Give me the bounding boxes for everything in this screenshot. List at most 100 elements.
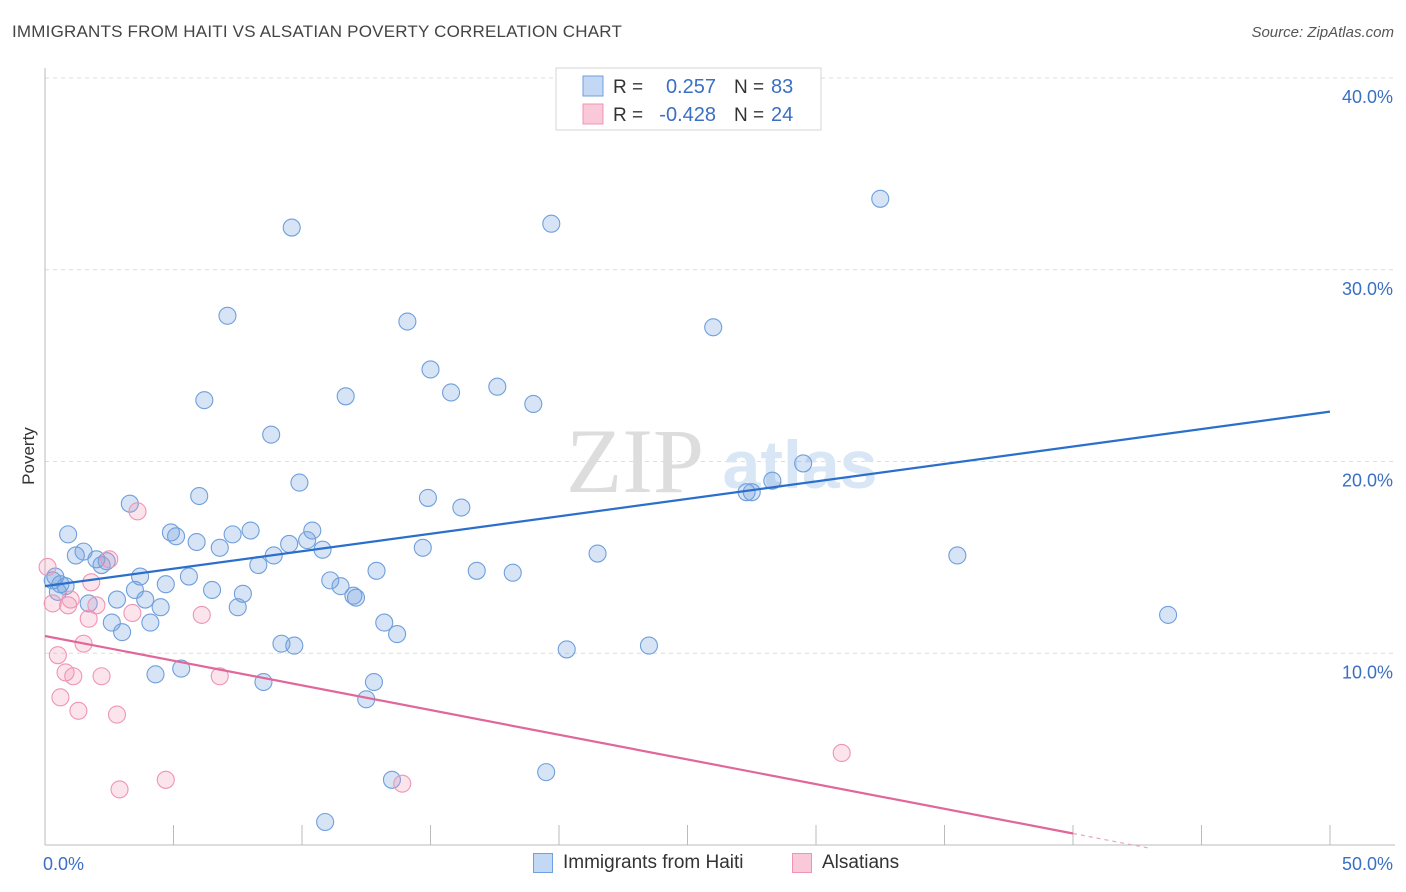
point-haiti — [233, 584, 252, 603]
point-haiti — [542, 214, 561, 233]
point-haiti — [388, 625, 407, 644]
point-alsatians — [100, 550, 119, 569]
point-haiti — [141, 613, 160, 632]
point-haiti — [344, 586, 363, 605]
point-haiti — [537, 763, 556, 782]
point-haiti — [336, 387, 355, 406]
point-haiti — [421, 360, 440, 379]
legend-n-label: N = — [734, 105, 764, 126]
point-haiti — [331, 577, 350, 596]
legend-r-value: -0.428 — [659, 104, 716, 126]
point-haiti — [316, 812, 335, 832]
point-haiti — [871, 189, 890, 208]
point-alsatians — [64, 667, 83, 686]
point-haiti — [187, 532, 206, 552]
y-tick-label: 30.0% — [1342, 279, 1393, 299]
trend-lines — [44, 410, 1331, 849]
legend-n-label: N = — [734, 77, 764, 98]
point-haiti — [467, 561, 486, 580]
y-tick-labels: 10.0% 20.0% 30.0% 40.0% — [1342, 87, 1393, 682]
point-haiti — [228, 598, 247, 617]
legend-swatch-alsatians — [792, 853, 812, 873]
legend-swatch — [582, 103, 604, 125]
legend-swatch-haiti — [533, 853, 553, 873]
point-haiti — [303, 521, 322, 540]
point-haiti — [195, 391, 214, 410]
point-alsatians — [107, 705, 127, 724]
legend-item-alsatians: Alsatians — [792, 852, 899, 874]
correlation-legend: R = 0.257 N = 83 R = -0.428 N = 24 — [555, 67, 822, 131]
trend-line-alsatians — [44, 634, 1074, 835]
point-haiti — [282, 218, 301, 237]
watermark-zip: ZIP — [566, 410, 704, 512]
point-haiti — [156, 575, 175, 594]
point-haiti — [524, 394, 543, 414]
point-haiti — [146, 665, 165, 684]
point-haiti — [1159, 605, 1178, 624]
point-alsatians — [110, 780, 129, 799]
legend-r-label: R = — [613, 105, 643, 126]
point-alsatians — [61, 590, 80, 609]
point-haiti — [418, 488, 437, 507]
point-haiti — [588, 544, 607, 563]
point-haiti — [59, 525, 78, 544]
legend-n-value: 83 — [771, 76, 793, 98]
point-haiti — [136, 590, 155, 609]
point-haiti — [262, 425, 281, 444]
point-alsatians — [832, 743, 851, 763]
point-haiti — [107, 590, 127, 609]
point-alsatians — [79, 609, 98, 628]
point-haiti — [241, 521, 260, 540]
point-alsatians — [210, 667, 229, 686]
point-haiti — [321, 571, 340, 590]
x-tick-label-max: 50.0% — [1342, 854, 1393, 874]
point-haiti — [120, 494, 139, 513]
point-haiti — [298, 531, 317, 550]
point-haiti — [452, 498, 471, 517]
point-haiti — [639, 636, 659, 655]
point-alsatians — [123, 603, 142, 623]
gridlines — [45, 77, 1395, 654]
point-haiti — [218, 306, 237, 325]
point-haiti — [413, 538, 432, 557]
legend-swatch — [582, 75, 604, 97]
point-haiti — [367, 561, 386, 580]
point-haiti — [113, 623, 132, 642]
point-haiti — [375, 613, 394, 632]
y-tick-label: 40.0% — [1342, 87, 1393, 107]
y-tick-label: 20.0% — [1342, 471, 1393, 491]
point-haiti — [203, 580, 222, 600]
point-haiti — [280, 534, 299, 554]
legend-n-value: 24 — [771, 104, 793, 126]
point-alsatians — [69, 701, 88, 720]
point-haiti — [763, 471, 782, 490]
point-haiti — [398, 312, 417, 331]
point-haiti — [97, 552, 116, 571]
point-alsatians — [51, 688, 70, 707]
chart-title: IMMIGRANTS FROM HAITI VS ALSATIAN POVERT… — [12, 22, 623, 41]
point-haiti — [346, 588, 366, 607]
point-alsatians — [92, 667, 111, 686]
point-haiti — [179, 567, 198, 586]
point-haiti — [131, 567, 150, 586]
point-haiti — [285, 636, 304, 655]
point-haiti — [794, 454, 813, 473]
point-haiti — [557, 640, 576, 659]
point-alsatians — [82, 573, 101, 592]
legend-item-haiti: Immigrants from Haiti — [533, 852, 744, 874]
point-alsatians — [43, 594, 62, 613]
y-tick-label: 10.0% — [1342, 662, 1393, 682]
point-alsatians — [87, 596, 106, 615]
x-tick-label-min: 0.0% — [43, 854, 84, 874]
point-haiti — [172, 659, 191, 678]
point-haiti — [223, 525, 242, 544]
point-haiti — [249, 555, 268, 575]
point-haiti — [290, 473, 309, 492]
point-haiti — [79, 594, 98, 613]
point-haiti — [167, 527, 186, 546]
point-haiti — [190, 486, 209, 506]
series-legend: Immigrants from Haiti Alsatians — [0, 852, 1406, 878]
point-haiti — [742, 483, 761, 502]
point-alsatians — [128, 502, 147, 521]
point-alsatians — [38, 557, 57, 577]
